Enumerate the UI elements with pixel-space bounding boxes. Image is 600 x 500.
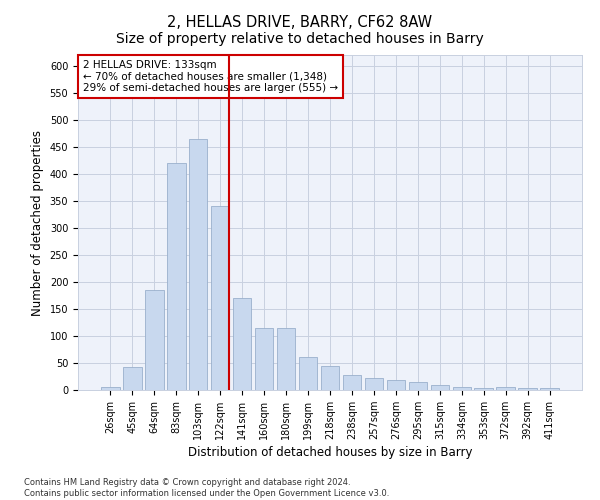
Bar bbox=[541, 388, 559, 390]
Bar bbox=[277, 328, 295, 390]
Bar bbox=[189, 139, 208, 390]
Y-axis label: Number of detached properties: Number of detached properties bbox=[31, 130, 44, 316]
Bar bbox=[123, 368, 142, 390]
Bar bbox=[365, 378, 383, 390]
Bar bbox=[496, 388, 515, 390]
Text: Contains HM Land Registry data © Crown copyright and database right 2024.
Contai: Contains HM Land Registry data © Crown c… bbox=[24, 478, 389, 498]
Bar bbox=[409, 382, 427, 390]
Bar bbox=[145, 290, 164, 390]
Bar bbox=[255, 328, 274, 390]
Bar bbox=[452, 388, 471, 390]
Bar bbox=[211, 206, 229, 390]
Bar bbox=[299, 356, 317, 390]
Bar bbox=[386, 380, 405, 390]
Text: 2 HELLAS DRIVE: 133sqm
← 70% of detached houses are smaller (1,348)
29% of semi-: 2 HELLAS DRIVE: 133sqm ← 70% of detached… bbox=[83, 60, 338, 93]
Bar bbox=[320, 366, 340, 390]
Bar bbox=[167, 163, 185, 390]
Bar bbox=[233, 298, 251, 390]
Bar bbox=[475, 388, 493, 390]
Bar bbox=[101, 388, 119, 390]
X-axis label: Distribution of detached houses by size in Barry: Distribution of detached houses by size … bbox=[188, 446, 472, 459]
Text: Size of property relative to detached houses in Barry: Size of property relative to detached ho… bbox=[116, 32, 484, 46]
Bar bbox=[343, 375, 361, 390]
Bar bbox=[518, 388, 537, 390]
Bar bbox=[431, 384, 449, 390]
Text: 2, HELLAS DRIVE, BARRY, CF62 8AW: 2, HELLAS DRIVE, BARRY, CF62 8AW bbox=[167, 15, 433, 30]
